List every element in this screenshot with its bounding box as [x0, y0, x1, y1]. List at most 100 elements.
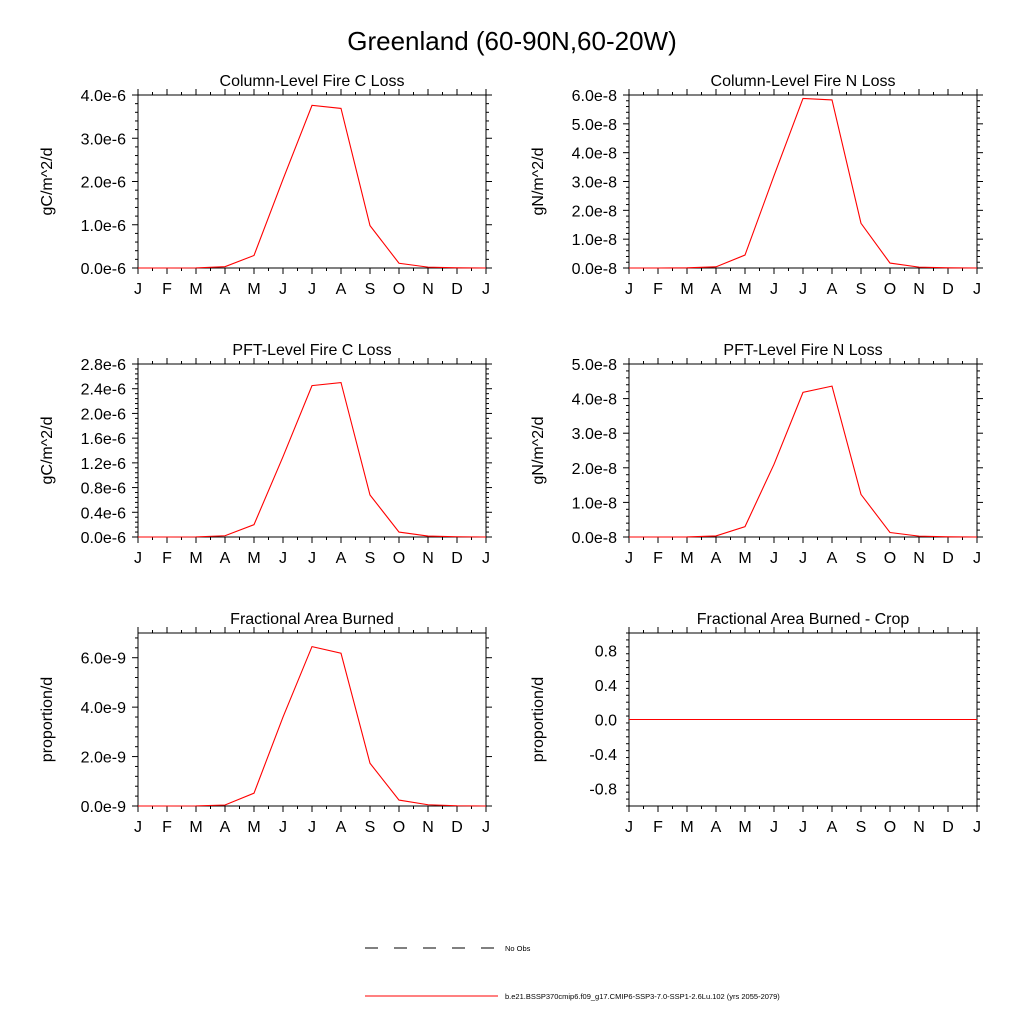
x-tick-label: J — [799, 550, 807, 567]
x-tick-label: J — [973, 550, 981, 567]
y-tick-label: -0.8 — [589, 782, 617, 799]
y-tick-label: 2.0e-9 — [81, 750, 126, 767]
x-tick-label: J — [134, 819, 142, 836]
x-tick-label: A — [711, 550, 722, 567]
x-tick-label: M — [680, 550, 693, 567]
y-axis-label: proportion/d — [530, 677, 547, 762]
y-tick-label: 2.8e-6 — [81, 357, 126, 374]
panel-title: PFT-Level Fire N Loss — [723, 342, 882, 359]
y-tick-label: -0.4 — [589, 747, 617, 764]
y-tick-label: 6.0e-8 — [572, 88, 617, 105]
y-tick-label: 0.0e-8 — [572, 261, 617, 278]
legend: No Obs b.e21.BSSP370cmip6.f09_g17.CMIP6-… — [365, 944, 780, 1001]
x-tick-label: N — [422, 281, 434, 298]
y-tick-label: 0.4e-6 — [81, 505, 126, 522]
x-tick-label: M — [738, 819, 751, 836]
x-tick-label: S — [365, 281, 376, 298]
y-tick-label: 4.0e-9 — [81, 700, 126, 717]
x-tick-label: J — [279, 819, 287, 836]
x-tick-label: M — [189, 281, 202, 298]
x-tick-label: F — [162, 281, 172, 298]
x-tick-label: J — [770, 819, 778, 836]
x-tick-label: S — [856, 819, 867, 836]
x-tick-label: S — [365, 819, 376, 836]
x-tick-label: A — [336, 281, 347, 298]
x-tick-label: J — [482, 281, 490, 298]
y-tick-label: 2.0e-8 — [572, 203, 617, 220]
x-tick-label: D — [942, 550, 954, 567]
y-tick-label: 2.0e-8 — [572, 461, 617, 478]
x-tick-label: N — [422, 819, 434, 836]
y-tick-label: 0.0e-8 — [572, 530, 617, 547]
x-tick-label: A — [220, 550, 231, 567]
x-tick-label: M — [680, 819, 693, 836]
y-tick-label: 1.0e-8 — [572, 495, 617, 512]
series-line-0 — [138, 381, 487, 538]
x-tick-label: F — [162, 550, 172, 567]
x-tick-label: J — [308, 550, 316, 567]
panel-title: PFT-Level Fire C Loss — [232, 342, 391, 359]
x-tick-label: N — [913, 819, 925, 836]
plot-frame — [628, 94, 978, 269]
y-tick-label: 0.4 — [595, 678, 617, 695]
x-tick-label: A — [220, 819, 231, 836]
panel-title: Fractional Area Burned — [230, 611, 394, 628]
x-tick-label: J — [279, 281, 287, 298]
x-tick-label: J — [308, 281, 316, 298]
x-tick-label: M — [247, 281, 260, 298]
x-tick-label: S — [365, 550, 376, 567]
y-tick-label: 3.0e-8 — [572, 175, 617, 192]
x-tick-label: A — [827, 281, 838, 298]
x-tick-label: D — [942, 819, 954, 836]
x-tick-label: M — [738, 281, 751, 298]
x-tick-label: A — [336, 550, 347, 567]
y-tick-label: 2.0e-6 — [81, 406, 126, 423]
x-tick-label: S — [856, 281, 867, 298]
chart-panel-5: Fractional Area Burned - Crop proportion/… — [530, 611, 981, 836]
x-tick-label: M — [680, 281, 693, 298]
x-tick-label: J — [279, 550, 287, 567]
x-tick-label: A — [336, 819, 347, 836]
x-tick-label: J — [799, 819, 807, 836]
series-line-0 — [629, 385, 978, 538]
y-tick-label: 2.0e-6 — [81, 175, 126, 192]
y-tick-label: 1.6e-6 — [81, 431, 126, 448]
y-tick-label: 0.0e-6 — [81, 530, 126, 547]
x-tick-label: F — [162, 819, 172, 836]
series-line-0 — [629, 97, 978, 269]
y-tick-label: 1.0e-8 — [572, 232, 617, 249]
y-axis-label: gC/m^2/d — [39, 417, 56, 485]
x-tick-label: J — [799, 281, 807, 298]
x-tick-label: J — [308, 819, 316, 836]
x-tick-label: F — [653, 819, 663, 836]
x-tick-label: M — [247, 819, 260, 836]
x-tick-label: D — [451, 819, 463, 836]
plot-frame — [137, 363, 487, 538]
x-tick-label: J — [770, 550, 778, 567]
x-tick-label: D — [942, 281, 954, 298]
y-axis-label: proportion/d — [39, 677, 56, 762]
plot-frame — [137, 94, 487, 269]
plot-frame — [628, 363, 978, 538]
y-tick-label: 0.0e-6 — [81, 261, 126, 278]
legend-label: b.e21.BSSP370cmip6.f09_g17.CMIP6-SSP3-7.… — [505, 992, 780, 1001]
x-tick-label: S — [856, 550, 867, 567]
y-tick-label: 5.0e-8 — [572, 357, 617, 374]
y-tick-label: 1.0e-6 — [81, 218, 126, 235]
y-axis-label: gN/m^2/d — [530, 417, 547, 485]
series-line-0 — [138, 645, 487, 807]
x-tick-label: J — [625, 550, 633, 567]
x-tick-label: M — [189, 819, 202, 836]
y-tick-label: 4.0e-8 — [572, 146, 617, 163]
x-tick-label: J — [770, 281, 778, 298]
legend-label: No Obs — [505, 944, 531, 953]
x-tick-label: J — [973, 281, 981, 298]
y-tick-label: 5.0e-8 — [572, 117, 617, 134]
y-tick-label: 0.0 — [595, 713, 617, 730]
x-tick-label: O — [393, 550, 405, 567]
y-axis-label: gN/m^2/d — [530, 148, 547, 216]
